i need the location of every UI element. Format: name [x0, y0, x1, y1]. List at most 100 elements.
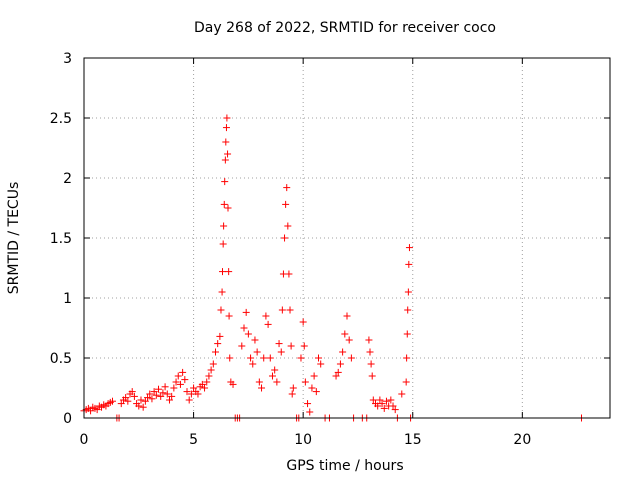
data-point — [275, 340, 283, 348]
data-point — [304, 400, 312, 408]
plot-frame — [83, 57, 611, 419]
data-point — [220, 222, 228, 230]
data-point — [187, 390, 195, 398]
data-point — [214, 340, 222, 348]
data-point — [207, 366, 215, 374]
y-tick-label: 2.5 — [50, 111, 72, 127]
data-point — [405, 260, 413, 268]
data-point — [141, 397, 149, 405]
data-point — [398, 390, 406, 398]
data-point — [222, 138, 230, 146]
data-point — [271, 366, 279, 374]
data-point — [219, 240, 227, 248]
data-point — [181, 376, 189, 384]
data-point — [285, 270, 293, 278]
data-point — [266, 354, 274, 362]
data-point — [218, 288, 226, 296]
data-point — [367, 360, 375, 368]
data-point — [336, 360, 344, 368]
data-point — [216, 332, 224, 340]
data-point — [289, 384, 297, 392]
x-tick-label: 5 — [189, 432, 198, 448]
data-point — [273, 378, 281, 386]
data-point — [287, 342, 295, 350]
x-tick-label: 10 — [294, 432, 312, 448]
data-point — [242, 308, 250, 316]
data-point — [157, 392, 165, 400]
data-point — [108, 397, 116, 405]
data-point — [382, 397, 390, 405]
data-point — [124, 397, 132, 405]
data-point — [403, 354, 411, 362]
data-point — [315, 354, 323, 362]
data-point — [122, 394, 130, 402]
data-point — [387, 396, 395, 404]
tick-labels: 0 0.5 1 1.5 2 2.5 3 0 5 10 15 20 — [50, 51, 532, 448]
data-point — [258, 384, 266, 392]
data-point — [185, 396, 193, 404]
data-point — [249, 360, 257, 368]
data-point — [146, 390, 154, 398]
chart-title: Day 268 of 2022, SRMTID for receiver coc… — [194, 20, 496, 36]
data-point — [229, 380, 237, 388]
data-point — [332, 372, 340, 380]
data-point — [198, 380, 206, 388]
data-point — [300, 342, 308, 350]
x-tick-label: 0 — [80, 432, 89, 448]
data-point — [310, 372, 318, 380]
data-point — [144, 394, 152, 402]
data-point — [163, 390, 171, 398]
data-point — [137, 396, 145, 404]
data-point — [93, 406, 101, 414]
data-point — [217, 306, 225, 314]
data-point — [404, 306, 412, 314]
data-point — [277, 348, 285, 356]
data-point — [165, 396, 173, 404]
data-point — [222, 124, 230, 132]
data-point — [306, 408, 314, 416]
data-point — [220, 200, 228, 208]
data-point — [139, 403, 147, 411]
data-point — [170, 384, 178, 392]
data-point — [87, 407, 95, 415]
data-point — [201, 384, 209, 392]
data-point — [281, 234, 289, 242]
data-point — [341, 330, 349, 338]
data-point — [366, 348, 374, 356]
data-point — [380, 404, 388, 412]
data-point — [253, 348, 261, 356]
data-point — [225, 312, 233, 320]
data-point — [244, 330, 252, 338]
data-point — [130, 392, 138, 400]
data-point — [389, 402, 397, 410]
x-tick-label: 15 — [404, 432, 422, 448]
data-point — [260, 354, 268, 362]
data-point — [264, 320, 272, 328]
data-point — [128, 388, 136, 396]
y-tick-label: 2 — [63, 171, 72, 187]
data-point — [368, 372, 376, 380]
data-point — [135, 402, 143, 410]
data-point — [221, 156, 229, 164]
data-point — [251, 336, 259, 344]
data-point — [203, 378, 211, 386]
data-point — [284, 222, 292, 230]
data-point — [219, 268, 227, 276]
data-point — [179, 368, 187, 376]
data-point — [255, 378, 263, 386]
data-point — [150, 388, 158, 396]
data-point — [152, 391, 160, 399]
y-tick-label: 0 — [63, 411, 72, 427]
data-point — [117, 400, 125, 408]
data-point — [286, 306, 294, 314]
data-point — [278, 306, 286, 314]
data-point — [176, 380, 184, 388]
data-point — [405, 244, 413, 252]
y-tick-label: 1 — [63, 291, 72, 307]
grid-lines — [84, 58, 610, 418]
data-point — [221, 178, 229, 186]
data-point — [226, 354, 234, 362]
data-point — [240, 324, 248, 332]
data-point — [268, 372, 276, 380]
